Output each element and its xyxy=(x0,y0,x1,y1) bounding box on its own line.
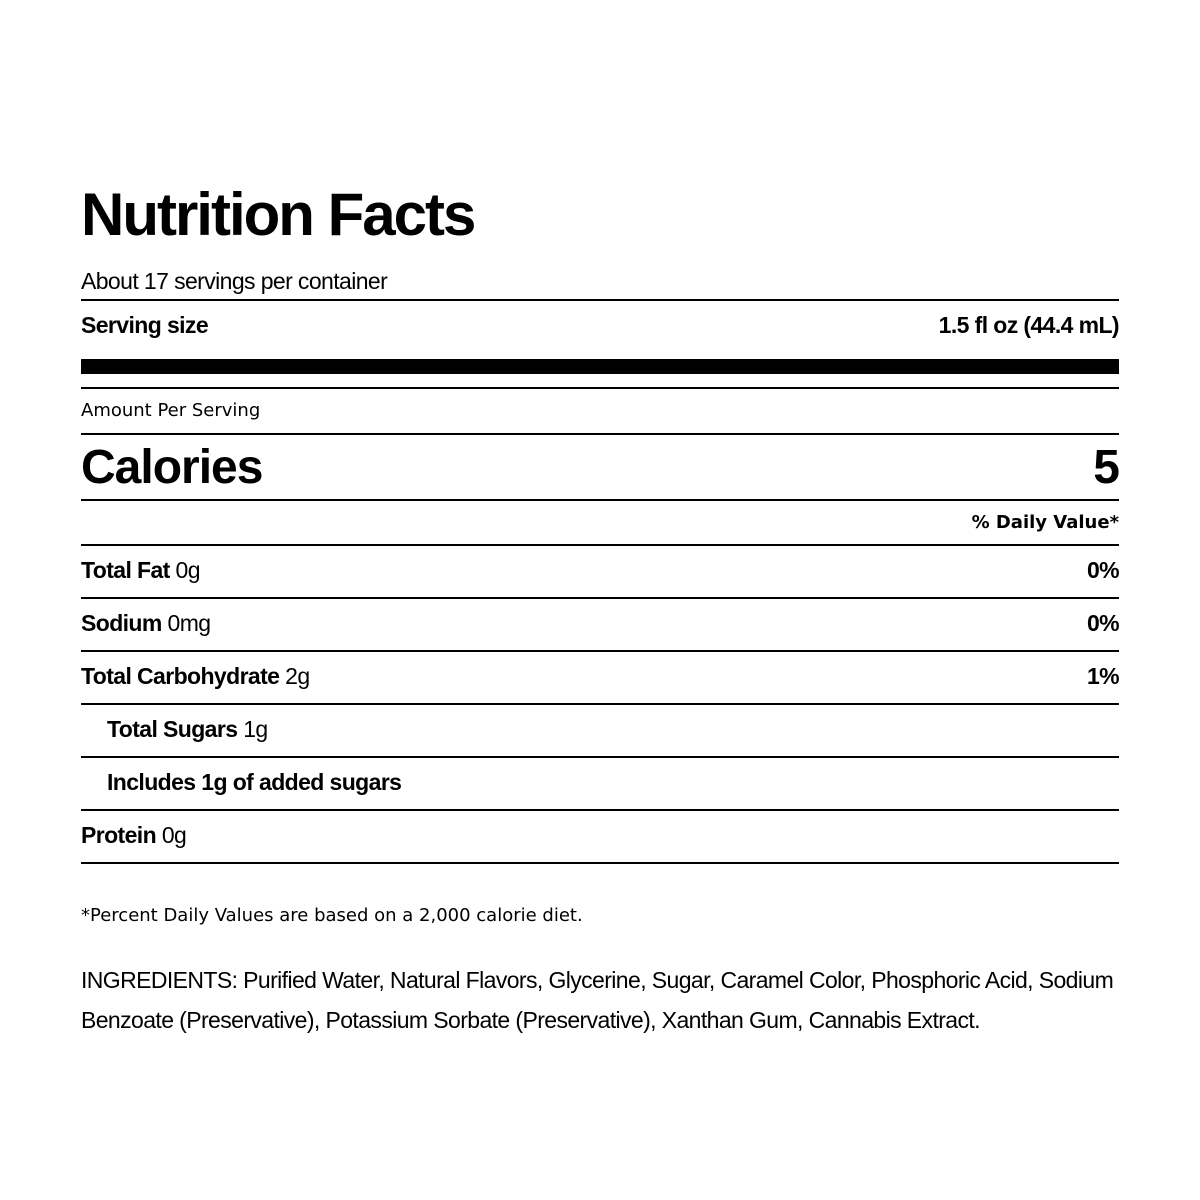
divider xyxy=(81,597,1119,599)
nutrient-name: Total Carbohydrate 2g xyxy=(81,663,310,690)
nutrient-dv: 1% xyxy=(1086,663,1120,689)
serving-size-label: Serving size xyxy=(81,312,209,338)
nutrient-name: Total Sugars 1g xyxy=(81,716,268,743)
calories-row: Calories 5 xyxy=(81,440,1120,495)
divider xyxy=(81,862,1119,864)
daily-value-header-label: % Daily Value* xyxy=(971,512,1119,533)
nutrient-name: Sodium 0mg xyxy=(81,610,212,637)
calories-label: Calories xyxy=(81,441,263,494)
amount-per-serving: Amount Per Serving xyxy=(81,400,1119,421)
divider xyxy=(81,544,1119,546)
nutrient-label: Total Sugars xyxy=(107,716,238,742)
nutrient-name: Total Fat 0g xyxy=(81,557,201,584)
nutrient-row: Sodium 0mg 0% xyxy=(81,610,1120,637)
nutrient-dv: 0% xyxy=(1086,557,1120,583)
divider xyxy=(81,703,1119,705)
divider xyxy=(81,809,1119,811)
nutrient-amount: 0mg xyxy=(167,610,212,636)
nutrient-amount: 0g xyxy=(175,557,201,583)
nutrient-label: Sodium xyxy=(81,610,162,636)
thick-divider xyxy=(81,359,1119,374)
nutrient-row: Includes 1g of added sugars xyxy=(81,769,1119,796)
amount-per-serving-label: Amount Per Serving xyxy=(81,400,261,421)
serving-size-value: 1.5 fl oz (44.4 mL) xyxy=(938,312,1120,338)
daily-value-header: % Daily Value* xyxy=(81,512,1119,533)
footnote: *Percent Daily Values are based on a 2,0… xyxy=(81,905,583,926)
divider xyxy=(81,650,1119,652)
divider xyxy=(81,756,1119,758)
ingredients: INGREDIENTS: Purified Water, Natural Fla… xyxy=(81,967,1114,1033)
nutrient-name: Protein 0g xyxy=(81,822,187,849)
nutrient-amount: 2g xyxy=(285,663,310,689)
nutrient-amount: 0g xyxy=(161,822,187,848)
nutrient-amount: 1g xyxy=(243,716,268,742)
serving-size-row: Serving size 1.5 fl oz (44.4 mL) xyxy=(81,312,1120,339)
nutrient-row: Total Carbohydrate 2g 1% xyxy=(81,663,1120,690)
label-title: Nutrition Facts xyxy=(81,181,476,248)
nutrient-row: Total Sugars 1g xyxy=(81,716,1119,743)
nutrient-label: Total Fat xyxy=(81,557,170,583)
divider xyxy=(81,387,1119,389)
nutrient-label: Protein xyxy=(81,822,157,848)
divider xyxy=(81,433,1119,435)
nutrient-label: Includes 1g of added sugars xyxy=(107,769,402,795)
nutrient-dv: 0% xyxy=(1086,610,1120,636)
nutrient-row: Total Fat 0g 0% xyxy=(81,557,1120,584)
nutrient-name: Includes 1g of added sugars xyxy=(81,769,402,796)
nutrient-label: Total Carbohydrate xyxy=(81,663,280,689)
nutrient-row: Protein 0g xyxy=(81,822,1119,849)
divider xyxy=(81,499,1119,501)
servings-per-container: About 17 servings per container xyxy=(81,268,388,294)
calories-value: 5 xyxy=(1093,441,1120,494)
divider xyxy=(81,299,1119,301)
